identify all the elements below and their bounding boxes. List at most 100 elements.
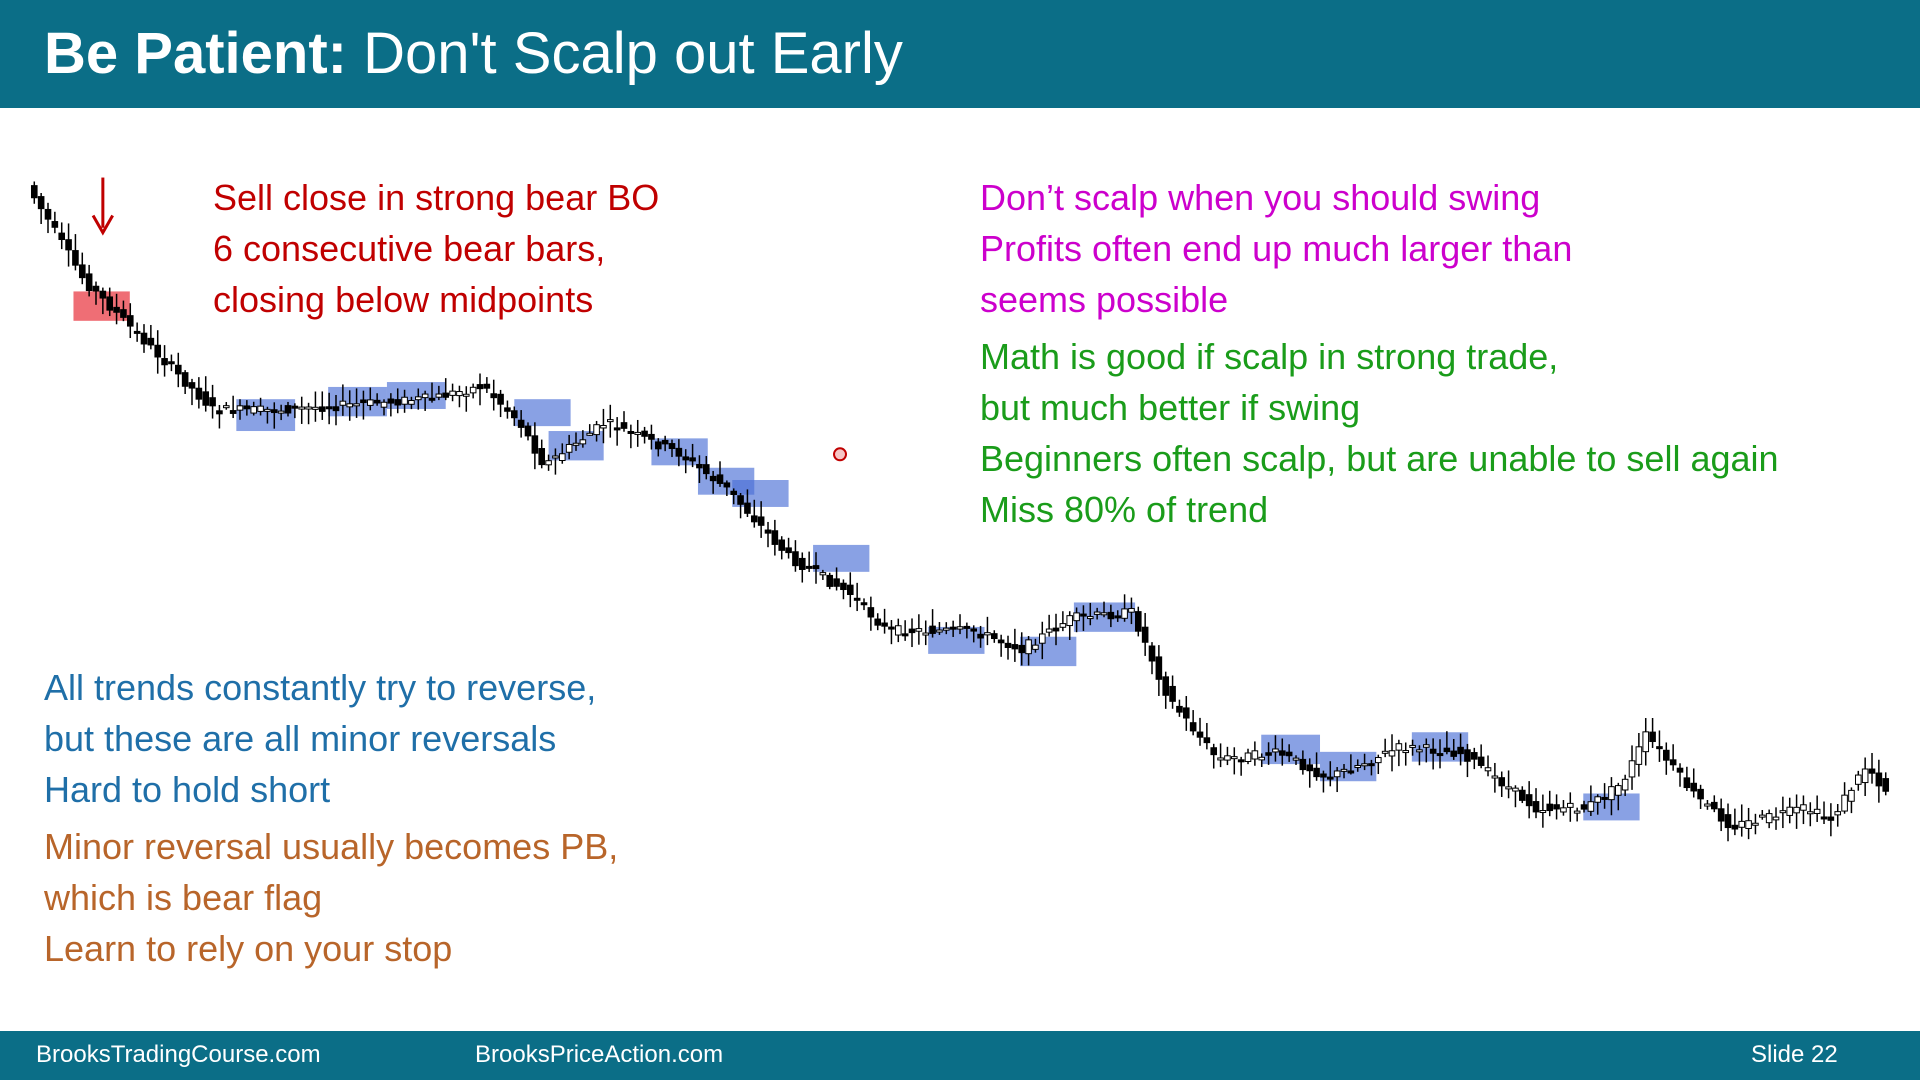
candle	[812, 565, 820, 570]
candle	[1265, 752, 1272, 756]
candle	[181, 372, 189, 387]
candle	[1580, 804, 1588, 810]
candle	[106, 296, 114, 311]
candle	[1395, 743, 1403, 751]
candle	[1512, 787, 1519, 792]
note-line: seems possible	[980, 279, 1229, 320]
note-green: Math is good if scalp in strong trade, bu…	[980, 331, 1779, 535]
candle	[1388, 750, 1396, 757]
candle	[1347, 770, 1355, 774]
candle	[641, 430, 648, 437]
candle	[1134, 611, 1142, 632]
candle	[558, 453, 566, 462]
candle	[764, 529, 772, 534]
note-brown: Minor reversal usually becomes PB, which …	[44, 821, 618, 974]
note-line: Learn to rely on your stop	[44, 928, 453, 969]
candle	[140, 332, 148, 345]
candle	[1038, 633, 1046, 644]
candle	[1272, 748, 1279, 753]
candle	[819, 572, 827, 576]
candle	[1711, 801, 1718, 810]
candle	[572, 442, 580, 446]
candle	[1772, 816, 1780, 821]
candle	[58, 232, 66, 241]
candle	[1141, 626, 1149, 643]
candle	[1045, 628, 1053, 633]
candle	[517, 419, 525, 428]
note-blue: All trends constantly try to reverse, but…	[44, 662, 596, 815]
candle	[1032, 644, 1039, 650]
candle	[1539, 810, 1547, 814]
candle	[99, 290, 107, 299]
candle	[1861, 768, 1869, 784]
candle	[380, 401, 388, 408]
candle	[552, 455, 559, 459]
candle	[174, 364, 182, 375]
candle	[723, 482, 731, 488]
candle	[1080, 613, 1087, 617]
candle	[1587, 801, 1595, 812]
candle	[1752, 822, 1759, 826]
candle	[476, 384, 484, 390]
candle	[1004, 642, 1012, 648]
candle	[1498, 777, 1506, 787]
candle	[1532, 801, 1540, 813]
candle	[133, 330, 141, 334]
candle	[1402, 750, 1410, 754]
title: Be Patient: Don't Scalp out Early	[44, 20, 903, 87]
footer-left: BrooksTradingCourse.com	[36, 1041, 321, 1068]
candle	[1779, 810, 1787, 814]
candle	[1374, 757, 1382, 764]
candle	[1669, 759, 1677, 766]
header: Be Patient: Don't Scalp out Early	[0, 0, 1920, 108]
candle	[120, 309, 127, 318]
candle	[250, 406, 258, 414]
candle	[675, 447, 683, 457]
candle	[147, 337, 155, 346]
candle	[730, 490, 738, 496]
candle	[970, 628, 978, 632]
candle	[1203, 737, 1211, 744]
candle	[1875, 772, 1883, 787]
candle	[1196, 731, 1204, 738]
candle	[593, 424, 600, 436]
candle	[936, 629, 943, 633]
candle	[72, 250, 79, 266]
candle	[1066, 615, 1074, 627]
candle	[1731, 824, 1739, 830]
candle	[1841, 794, 1848, 812]
candle	[264, 408, 271, 412]
candle	[1868, 768, 1876, 774]
candle	[682, 456, 690, 461]
candle	[1697, 788, 1704, 800]
candle	[85, 273, 93, 292]
candle	[394, 399, 402, 406]
candle	[456, 391, 463, 397]
candle	[298, 406, 306, 410]
title-bold: Be Patient:	[44, 21, 347, 86]
candle	[229, 410, 237, 414]
candle	[1546, 803, 1554, 812]
candle	[1429, 748, 1437, 754]
candle	[881, 622, 888, 627]
candle	[1614, 785, 1622, 796]
candle	[1278, 750, 1286, 756]
candle	[1326, 776, 1334, 780]
candle	[785, 547, 792, 554]
candle	[805, 565, 813, 569]
candle	[654, 441, 662, 450]
candle	[990, 633, 998, 640]
candle	[1100, 612, 1108, 616]
candle	[531, 435, 539, 454]
candle	[1807, 811, 1814, 815]
candle	[1505, 786, 1512, 790]
candle	[1553, 804, 1560, 810]
candle	[1422, 744, 1430, 748]
candle	[915, 628, 923, 632]
candle	[30, 185, 38, 199]
candle	[92, 285, 100, 292]
candle	[469, 386, 477, 394]
candle	[1354, 765, 1362, 769]
candle	[1244, 752, 1252, 762]
